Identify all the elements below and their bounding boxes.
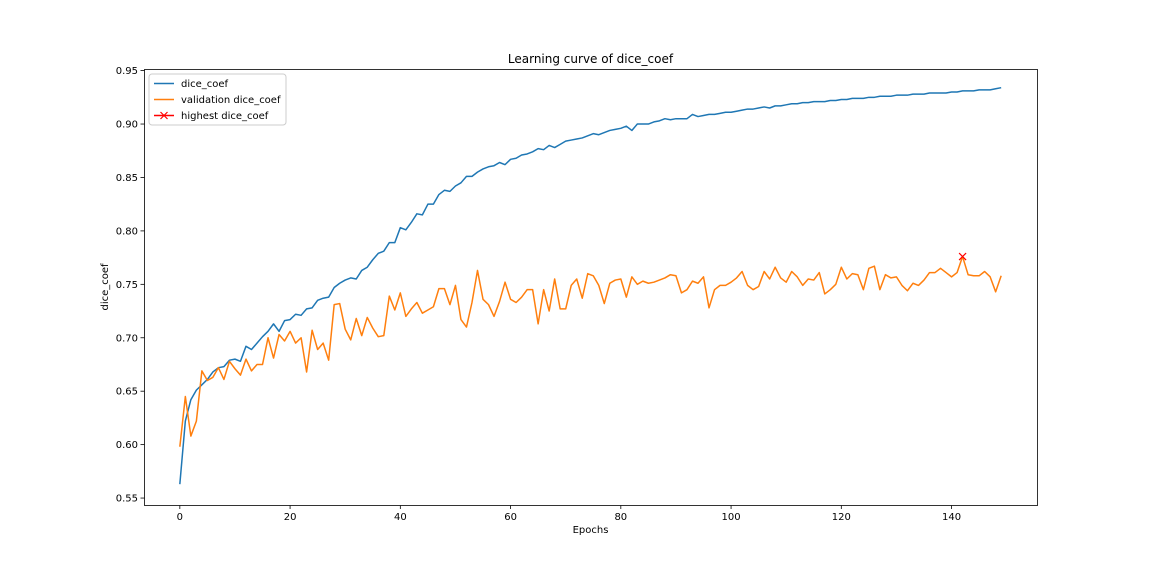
y-tick-label: 0.55 xyxy=(116,494,138,505)
x-tick-label: 60 xyxy=(504,512,517,523)
series-line-dice-coef xyxy=(179,86,1002,485)
legend: dice_coef validation dice_coef highest d… xyxy=(148,73,287,126)
x-tick-label: 80 xyxy=(614,512,627,523)
y-tick-label: 0.95 xyxy=(116,66,138,77)
plot-frame xyxy=(144,69,1038,506)
chart-title: Learning curve of dice_coef xyxy=(508,52,674,66)
y-tick-label: 0.85 xyxy=(116,173,138,184)
x-tick-label: 100 xyxy=(722,512,741,523)
y-tick-label: 0.80 xyxy=(116,226,138,237)
legend-label-validation-dice-coef: validation dice_coef xyxy=(181,95,281,106)
axes: 0 20 40 60 80 100 120 140 0.55 0.60 0.65 0.70 0.75 0.… xyxy=(116,66,1038,523)
legend-label-highest-dice-coef: highest dice_coef xyxy=(181,111,269,122)
x-tick-label: 20 xyxy=(284,512,297,523)
x-tick-label: 0 xyxy=(177,512,183,523)
legend-marker-x-icon xyxy=(160,111,168,120)
x-tick-label: 40 xyxy=(394,512,407,523)
y-tick-label: 0.60 xyxy=(116,440,138,451)
y-tick-label: 0.70 xyxy=(116,333,138,344)
y-tick-label: 0.75 xyxy=(116,280,138,291)
legend-label-dice-coef: dice_coef xyxy=(181,79,229,90)
x-tick-label: 120 xyxy=(832,512,851,523)
x-axis-label: Epochs xyxy=(573,525,609,536)
y-axis-label: dice_coef xyxy=(100,263,111,311)
y-tick-label: 0.90 xyxy=(116,120,138,131)
plot-area xyxy=(179,86,1002,485)
legend-frame xyxy=(148,73,287,126)
x-tick-label: 140 xyxy=(942,512,961,523)
highest-point-marker xyxy=(958,252,967,261)
series-line-validation-dice-coef xyxy=(179,255,1002,447)
y-tick-label: 0.65 xyxy=(116,387,138,398)
